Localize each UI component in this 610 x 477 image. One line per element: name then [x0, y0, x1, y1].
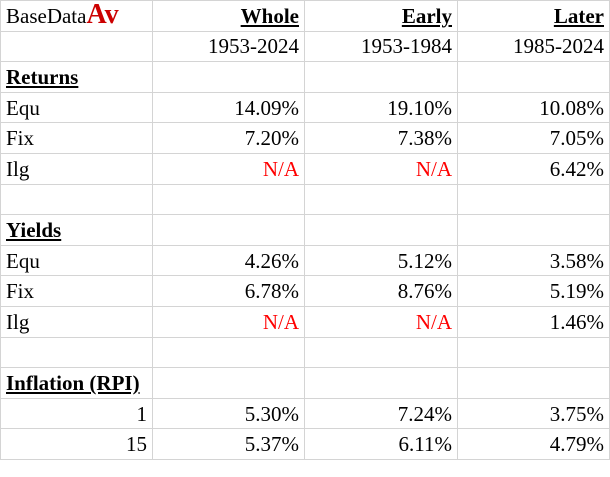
value-cell[interactable]: 3.58% — [457, 244, 610, 277]
na-value-cell[interactable]: N/A — [152, 152, 305, 185]
title-cell[interactable]: BaseDataAv — [0, 0, 153, 32]
row-label[interactable]: 1 — [0, 397, 153, 430]
table-row: Equ 14.09% 19.10% 10.08% — [0, 91, 610, 124]
table-row: Fix 7.20% 7.38% 7.05% — [0, 122, 610, 154]
table-row: 15 5.37% 6.11% 4.79% — [0, 428, 610, 460]
value-cell[interactable]: 19.10% — [304, 91, 458, 124]
value-cell[interactable]: 5.19% — [457, 275, 610, 307]
period-range-later[interactable]: 1985-2024 — [457, 30, 610, 63]
blank-row — [0, 183, 610, 216]
empty-cell[interactable] — [304, 367, 458, 399]
value-cell[interactable]: 5.37% — [152, 428, 305, 460]
section-heading-returns[interactable]: Returns — [0, 61, 153, 93]
empty-cell[interactable] — [457, 367, 610, 399]
empty-cell[interactable] — [152, 367, 305, 399]
empty-cell[interactable] — [152, 336, 305, 369]
empty-cell[interactable] — [304, 183, 458, 216]
period-header-later[interactable]: Later — [457, 0, 610, 32]
row-label[interactable]: 15 — [0, 428, 153, 460]
value-cell[interactable]: 5.30% — [152, 397, 305, 430]
value-cell[interactable]: 6.78% — [152, 275, 305, 307]
row-label[interactable]: Ilg — [0, 152, 153, 185]
value-cell[interactable]: 6.42% — [457, 152, 610, 185]
table-row: Fix 6.78% 8.76% 5.19% — [0, 275, 610, 307]
title-base: BaseData — [6, 4, 87, 29]
value-cell[interactable]: 4.26% — [152, 244, 305, 277]
table-row: Equ 4.26% 5.12% 3.58% — [0, 244, 610, 277]
empty-cell[interactable] — [457, 336, 610, 369]
section-heading-yields[interactable]: Yields — [0, 214, 153, 246]
header-row: BaseDataAv Whole Early Later — [0, 0, 610, 32]
row-label[interactable]: Fix — [0, 122, 153, 154]
empty-cell[interactable] — [304, 336, 458, 369]
value-cell[interactable]: 4.79% — [457, 428, 610, 460]
range-row: 1953-2024 1953-1984 1985-2024 — [0, 30, 610, 63]
section-heading-row: Yields — [0, 214, 610, 246]
blank-row — [0, 336, 610, 369]
empty-cell[interactable] — [152, 61, 305, 93]
spreadsheet-table: BaseDataAv Whole Early Later 1953-2024 1… — [0, 0, 610, 460]
row-label[interactable]: Ilg — [0, 305, 153, 338]
empty-cell[interactable] — [457, 214, 610, 246]
value-cell[interactable]: 10.08% — [457, 91, 610, 124]
value-cell[interactable]: 7.05% — [457, 122, 610, 154]
period-range-whole[interactable]: 1953-2024 — [152, 30, 305, 63]
period-header-whole[interactable]: Whole — [152, 0, 305, 32]
value-cell[interactable]: 7.24% — [304, 397, 458, 430]
value-cell[interactable]: 7.38% — [304, 122, 458, 154]
empty-cell[interactable] — [304, 61, 458, 93]
value-cell[interactable]: 1.46% — [457, 305, 610, 338]
section-heading-row: Inflation (RPI) — [0, 367, 610, 399]
na-value-cell[interactable]: N/A — [304, 152, 458, 185]
value-cell[interactable]: 3.75% — [457, 397, 610, 430]
period-header-early[interactable]: Early — [304, 0, 458, 32]
section-heading-row: Returns — [0, 61, 610, 93]
empty-cell[interactable] — [0, 336, 153, 369]
empty-cell[interactable] — [152, 183, 305, 216]
empty-cell[interactable] — [152, 214, 305, 246]
na-value-cell[interactable]: N/A — [304, 305, 458, 338]
section-heading-inflation[interactable]: Inflation (RPI) — [0, 367, 153, 399]
value-cell[interactable]: 14.09% — [152, 91, 305, 124]
empty-cell[interactable] — [457, 61, 610, 93]
table-row: Ilg N/A N/A 1.46% — [0, 305, 610, 338]
table-row: 1 5.30% 7.24% 3.75% — [0, 397, 610, 430]
row-label[interactable]: Equ — [0, 91, 153, 124]
empty-cell[interactable] — [457, 183, 610, 216]
value-cell[interactable]: 7.20% — [152, 122, 305, 154]
value-cell[interactable]: 5.12% — [304, 244, 458, 277]
value-cell[interactable]: 8.76% — [304, 275, 458, 307]
table-row: Ilg N/A N/A 6.42% — [0, 152, 610, 185]
empty-cell[interactable] — [0, 30, 153, 63]
title-suffix: Av — [86, 0, 119, 31]
row-label[interactable]: Equ — [0, 244, 153, 277]
empty-cell[interactable] — [0, 183, 153, 216]
row-label[interactable]: Fix — [0, 275, 153, 307]
value-cell[interactable]: 6.11% — [304, 428, 458, 460]
na-value-cell[interactable]: N/A — [152, 305, 305, 338]
empty-cell[interactable] — [304, 214, 458, 246]
period-range-early[interactable]: 1953-1984 — [304, 30, 458, 63]
